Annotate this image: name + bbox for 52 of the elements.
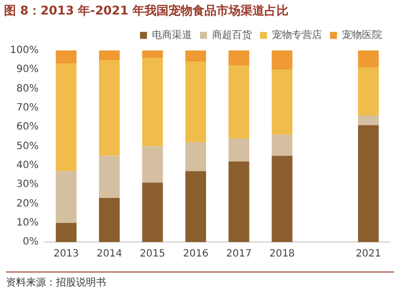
bar xyxy=(56,222,77,242)
bar xyxy=(228,138,250,162)
x-tick-label: 2015 xyxy=(140,248,166,260)
bar xyxy=(358,125,379,242)
bar xyxy=(185,62,206,142)
y-tick-label: 20% xyxy=(16,198,39,210)
bar xyxy=(272,50,292,70)
legend-label: 电商渠道 xyxy=(152,28,192,41)
bar xyxy=(228,162,250,242)
legend-label: 商超百货 xyxy=(212,28,252,41)
bar xyxy=(358,68,379,116)
y-tick-label: 0% xyxy=(22,236,39,248)
bar xyxy=(98,156,120,198)
bar xyxy=(56,171,77,223)
bar xyxy=(272,70,292,135)
bar xyxy=(56,64,77,172)
bar xyxy=(358,50,379,68)
bar xyxy=(98,60,120,156)
chart-title: 图 8：2013 年-2021 年我国宠物食品市场渠道占比 xyxy=(4,3,289,18)
y-tick-label: 100% xyxy=(10,44,39,56)
bar xyxy=(185,50,206,62)
bar xyxy=(185,142,206,172)
y-tick-label: 90% xyxy=(16,64,39,76)
bar xyxy=(272,156,292,242)
bar xyxy=(98,198,120,242)
y-tick-label: 80% xyxy=(16,83,39,94)
bar xyxy=(98,50,120,60)
y-tick-label: 30% xyxy=(16,179,39,190)
y-tick-label: 40% xyxy=(16,160,39,171)
bar xyxy=(228,66,250,139)
text: 资料来源：招股说明书 xyxy=(6,276,106,289)
bar xyxy=(142,146,163,183)
legend-label: 宠物医院 xyxy=(342,28,382,41)
y-tick-label: 70% xyxy=(16,102,39,114)
x-tick-label: 2017 xyxy=(226,248,252,260)
x-tick-label: 2016 xyxy=(182,248,208,260)
x-tick-label: 2021 xyxy=(356,248,382,260)
x-tick-label: 2013 xyxy=(53,248,79,260)
y-tick-label: 50% xyxy=(16,140,39,152)
bar xyxy=(142,50,163,58)
y-tick-label: 60% xyxy=(16,122,39,133)
y-tick-label: 10% xyxy=(16,217,39,228)
bar xyxy=(142,58,163,146)
bar xyxy=(185,171,206,242)
bar xyxy=(142,182,163,242)
x-tick-label: 2018 xyxy=(269,248,295,260)
bar xyxy=(228,50,250,66)
x-tick-label: 2014 xyxy=(96,248,122,260)
bar xyxy=(358,116,379,126)
bar xyxy=(56,50,77,64)
legend-label: 宠物专营店 xyxy=(272,28,322,41)
bar xyxy=(272,134,292,156)
